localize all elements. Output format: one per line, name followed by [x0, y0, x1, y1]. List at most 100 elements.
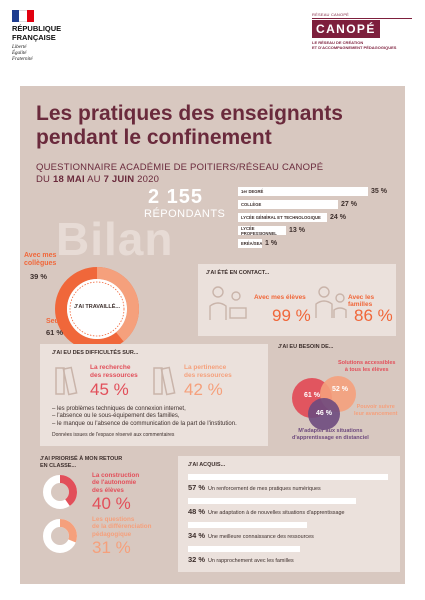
acquired-value: 34 %: [188, 531, 206, 540]
contact-title: J'AI ÉTÉ EN CONTACT...: [206, 270, 270, 276]
acquired-value: 48 %: [188, 507, 206, 516]
acquired-bar: [188, 546, 300, 552]
acquired-row: 34 % Une meilleure connaissance des resso…: [188, 526, 314, 540]
needs-pace-l1: Pouvoir suivre: [356, 404, 395, 410]
difficulty-search-value: 45 %: [90, 380, 129, 399]
priority-title: J'AI PRIORISÉ À MON RETOUR EN CLASSE...: [40, 456, 122, 469]
levels-bar-list: 1er DEGRÉ 35 % COLLÈGE 27 % LYCÉE GÉNÉRAL ET…: [238, 186, 396, 251]
respondents-count: 2 155: [148, 186, 204, 208]
difficulty-bullet-2: – l'absence ou le sous-équipement des fa…: [52, 413, 180, 420]
level-value: 1 %: [265, 240, 278, 247]
title-line1: Les pratiques des enseignants: [36, 102, 343, 125]
priority-autonomy-l1: La construction: [92, 472, 140, 479]
rf-name-line2: FRANÇAISE: [12, 32, 56, 42]
donut-colleagues-arc: [55, 267, 139, 351]
acquired-bar: [188, 498, 356, 504]
difficulty-search-label: La recherche des ressources: [90, 364, 138, 379]
needs-accessible-l2: à tous les élèves: [344, 366, 389, 373]
rf-motto-line3: Fraternité: [12, 57, 33, 62]
needs-accessible-label: Solutions accessibles à tous les élèves: [338, 360, 395, 373]
bubble-adapt: [308, 398, 340, 430]
difficulties-note: Données issues de l'espace réservé aux c…: [52, 432, 175, 438]
level-row: 1er DEGRÉ 35 %: [238, 186, 396, 197]
work-donut-center-label: J'AI TRAVAILLÉ...: [73, 304, 121, 310]
teacher-students-icon: [209, 286, 247, 320]
acquired-label: Un renforcement de mes pratiques numériq…: [208, 486, 321, 492]
acquired-label: Un rapprochement avec les familles: [208, 558, 294, 564]
acquired-label: Une meilleure connaissance des ressource…: [208, 534, 314, 540]
needs-accessible-value: 61 %: [304, 392, 320, 399]
difficulty-bullet-1: – les problèmes techniques de connexion …: [52, 406, 186, 412]
difficulty-relevance-label: La pertinence des ressources: [184, 364, 232, 379]
book-icon: [55, 366, 78, 396]
difficulty-search-l1: La recherche: [90, 364, 131, 371]
level-row: LYCÉE GÉNÉRAL ET TECHNOLOGIQUE 24 %: [238, 212, 396, 223]
subtitle-start-date: 18 MAI: [52, 174, 85, 185]
priority-diff-l1: Les questions: [92, 516, 135, 523]
difficulty-search-l2: des ressources: [90, 371, 138, 379]
contact-students-value: 99 %: [272, 306, 311, 325]
french-flag-icon: [12, 10, 34, 22]
contact-card: J'AI ÉTÉ EN CONTACT... Avec mes élèves 9…: [198, 264, 396, 336]
difficulties-card: J'AI EU DES DIFFICULTÉS SUR... La recher…: [40, 344, 268, 446]
acquired-label: Une adaptation à de nouvelles situations…: [208, 510, 345, 516]
difficulty-bullet-3: – le manque ou l'absence de communicatio…: [52, 420, 237, 427]
level-bar: ERÉA/SEA: [238, 239, 262, 248]
differentiation-ring-chart: [43, 519, 77, 553]
priority-title-l1: J'AI PRIORISÉ À MON RETOUR: [40, 456, 123, 462]
survey-subtitle: QUESTIONNAIRE ACADÉMIE DE POITIERS/RÉSEA…: [36, 162, 323, 186]
contact-families-label: Avec les familles: [348, 294, 375, 308]
difficulties-title: J'AI EU DES DIFFICULTÉS SUR...: [52, 350, 139, 356]
level-bar: 1er DEGRÉ: [238, 187, 368, 196]
difficulty-relevance-value: 42 %: [184, 380, 223, 399]
contact-families-value: 86 %: [354, 306, 393, 325]
canope-wordmark: CANOPÉ: [312, 20, 380, 38]
rf-name-line1: RÉPUBLIQUE: [12, 24, 62, 33]
with-colleagues-l1: Avec mes: [24, 252, 57, 259]
difficulty-relevance-l1: La pertinence: [184, 364, 227, 371]
respondents-label: RÉPONDANTS: [144, 208, 226, 220]
priority-title-l2: EN CLASSE...: [40, 462, 77, 469]
donut-dashed-ring: [69, 281, 125, 337]
needs-adapt-value: 46 %: [316, 410, 332, 417]
subtitle-line2: DU 18 MAI AU 7 JUIN 2020: [36, 174, 323, 186]
needs-accessible-l1: Solutions accessibles: [338, 360, 396, 366]
level-value: 27 %: [341, 201, 357, 208]
needs-adapt-label: M'adapter aux situations d'apprentissage…: [292, 428, 369, 441]
difficulty-relevance-l2: des ressources: [184, 371, 232, 379]
acquired-row: 32 % Un rapprochement avec les familles: [188, 550, 294, 564]
differentiation-ring-fill: [43, 519, 77, 553]
acquired-row: 48 % Une adaptation à de nouvelles situat…: [188, 502, 345, 516]
alone-value: 61 %: [46, 328, 64, 337]
needs-pace-label: Pouvoir suivre leur avancement: [354, 404, 397, 417]
autonomy-ring-fill: [43, 475, 77, 509]
acquired-value: 32 %: [188, 555, 206, 564]
subtitle-mid: AU: [84, 174, 104, 185]
level-value: 24 %: [330, 214, 346, 221]
acquired-card: J'AI ACQUIS... 57 % Un renforcement de me…: [178, 456, 400, 572]
difficulties-bullets: – les problèmes techniques de connexion …: [52, 406, 266, 428]
acquired-bar: [188, 522, 307, 528]
needs-title: J'AI EU BESOIN DE...: [278, 344, 334, 350]
level-value: 35 %: [371, 188, 387, 195]
rf-motto-line1: Liberté: [12, 45, 27, 50]
level-row: COLLÈGE 27 %: [238, 199, 396, 210]
contact-students-label: Avec mes élèves: [254, 294, 306, 301]
subtitle-end-date: 7 JUIN: [103, 174, 135, 185]
canope-sub-line2: ET D'ACCOMPAGNEMENT PÉDAGOGIQUES: [312, 45, 397, 50]
donut-center: [67, 279, 127, 339]
title-line2: pendant le confinement: [36, 126, 272, 149]
level-bar: COLLÈGE: [238, 200, 338, 209]
canope-sub-line1: LE RÉSEAU DE CRÉATION: [312, 40, 364, 45]
bilan-watermark: Bilan: [56, 213, 174, 265]
acquired-row: 57 % Un renforcement de mes pratiques num…: [188, 478, 321, 492]
priority-diff-label: Les questions de la différenciation péda…: [92, 516, 151, 538]
priority-autonomy-label: La construction de l'autonomie des élève…: [92, 472, 139, 494]
level-bar: LYCÉE PROFESSIONNEL: [238, 226, 286, 236]
level-row: LYCÉE PROFESSIONNEL 13 %: [238, 225, 396, 236]
needs-pace-l2: leur avancement: [354, 410, 398, 417]
infographic-panel: Les pratiques des enseignants pendant le…: [20, 86, 405, 584]
needs-pace-value: 52 %: [332, 386, 348, 393]
subtitle-year: 2020: [134, 174, 160, 185]
acquired-value: 57 %: [188, 483, 206, 492]
